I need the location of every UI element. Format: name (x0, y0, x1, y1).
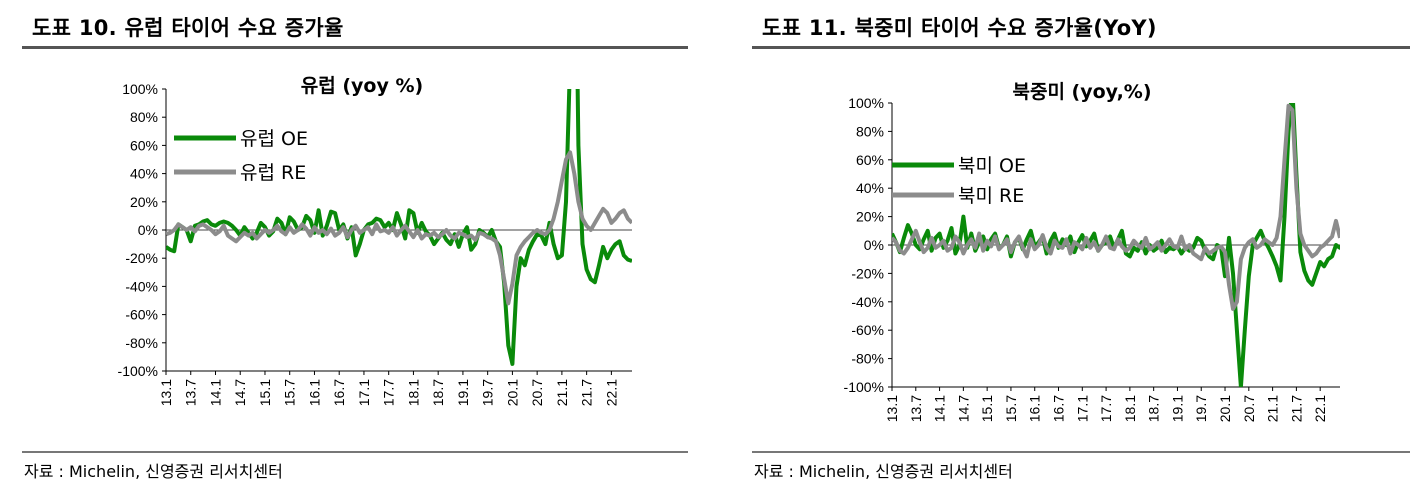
y-tick-label: 40% (130, 166, 158, 182)
y-tick-label: -80% (851, 351, 884, 367)
y-tick-label: 100% (122, 81, 158, 97)
x-tick-label: 20.7 (1241, 395, 1257, 422)
x-tick-label: 22.1 (1312, 395, 1328, 422)
chart-panel-europe: 도표 10. 유럽 타이어 수요 증가율 유럽 (yoy %) 100% 80% 60… (22, 0, 702, 493)
title-rule (752, 46, 1410, 49)
x-tick-label: 22.1 (603, 379, 619, 406)
x-tick-label: 21.1 (1265, 395, 1281, 422)
source-rule (752, 451, 1410, 453)
x-tick-label: 16.7 (331, 379, 347, 406)
x-tick-label: 20.1 (1217, 395, 1233, 422)
source-rule (22, 451, 688, 453)
y-tick-label: -100% (844, 379, 884, 395)
y-tick-label: -60% (125, 307, 158, 323)
line-chart-europe: 유럽 (yoy %) 100% 80% 60% 40% 20% 0% -20% -40% -60%… (118, 75, 632, 406)
x-tick-label: 14.7 (955, 395, 971, 422)
y-tick-label: 60% (130, 137, 158, 153)
x-tick-label: 14.7 (232, 379, 248, 406)
x-tick-label: 21.7 (579, 379, 595, 406)
title-rule (22, 46, 688, 49)
y-tick-label: 20% (130, 194, 158, 210)
y-tick-label: 0% (864, 237, 884, 253)
x-tick-label: 13.7 (183, 379, 199, 406)
x-tick-label: 20.7 (529, 379, 545, 406)
y-tick-label: -20% (851, 265, 884, 281)
series-line-re (166, 150, 632, 306)
x-tick-label: 14.1 (932, 395, 948, 422)
x-tick-label: 15.1 (257, 379, 273, 406)
y-tick-label: -40% (125, 278, 158, 294)
x-tick-label: 18.7 (430, 379, 446, 406)
x-tick-label: 19.1 (1169, 395, 1185, 422)
y-tick-label: 60% (856, 152, 884, 168)
figure-title: 도표 10. 유럽 타이어 수요 증가율 (32, 16, 344, 40)
x-tick-label: 19.1 (455, 379, 471, 406)
x-tick-label: 13.7 (908, 395, 924, 422)
x-tick-label: 21.7 (1288, 395, 1304, 422)
x-tick-label: 19.7 (1193, 395, 1209, 422)
legend-label: 유럽 RE (240, 162, 306, 184)
y-tick-label: 20% (856, 209, 884, 225)
y-tick-label: 100% (848, 95, 884, 111)
series-line-re (892, 103, 1340, 311)
x-tick-label: 13.1 (884, 395, 900, 422)
x-tick-label: 17.7 (1098, 395, 1114, 422)
legend-label: 유럽 OE (240, 128, 308, 150)
x-tick-label: 20.1 (504, 379, 520, 406)
x-tick-label: 16.1 (306, 379, 322, 406)
legend-label: 북미 OE (958, 155, 1026, 177)
x-tick-label: 17.1 (356, 379, 372, 406)
chart-panel-north-america: 도표 11. 북중미 타이어 수요 증가율(YoY) 북중미 (yoy,%) 10… (752, 0, 1410, 493)
y-tick-label: -40% (851, 294, 884, 310)
x-tick-label: 16.1 (1027, 395, 1043, 422)
y-tick-label: -20% (125, 250, 158, 266)
x-tick-label: 18.1 (405, 379, 421, 406)
x-tick-label: 15.7 (282, 379, 298, 406)
figure-title: 도표 11. 북중미 타이어 수요 증가율(YoY) (762, 16, 1157, 40)
chart-title: 유럽 (yoy %) (301, 75, 423, 97)
x-tick-label: 18.1 (1122, 395, 1138, 422)
y-tick-label: 80% (856, 123, 884, 139)
source-note: 자료 : Michelin, 신영증권 리서치센터 (754, 462, 1013, 481)
legend-label: 북미 RE (958, 185, 1024, 207)
series-line-oe (166, 89, 632, 366)
x-tick-label: 15.7 (1003, 395, 1019, 422)
y-tick-label: 0% (138, 222, 158, 238)
x-tick-label: 15.1 (979, 395, 995, 422)
y-tick-label: 40% (856, 180, 884, 196)
x-tick-label: 19.7 (480, 379, 496, 406)
x-tick-label: 16.7 (1051, 395, 1067, 422)
chart-title: 북중미 (yoy,%) (1012, 81, 1151, 103)
y-tick-label: -60% (851, 322, 884, 338)
x-tick-label: 17.7 (381, 379, 397, 406)
x-tick-label: 14.1 (207, 379, 223, 406)
y-tick-label: -100% (118, 363, 158, 379)
x-tick-label: 21.1 (554, 379, 570, 406)
y-tick-label: 80% (130, 109, 158, 125)
x-tick-label: 17.1 (1074, 395, 1090, 422)
x-tick-label: 18.7 (1146, 395, 1162, 422)
y-tick-label: -80% (125, 335, 158, 351)
source-note: 자료 : Michelin, 신영증권 리서치센터 (24, 462, 283, 481)
x-tick-label: 13.1 (158, 379, 174, 406)
line-chart-north-america: 북중미 (yoy,%) 100% 80% 60% 40% 20% 0% -20% -40% -60… (844, 81, 1340, 422)
